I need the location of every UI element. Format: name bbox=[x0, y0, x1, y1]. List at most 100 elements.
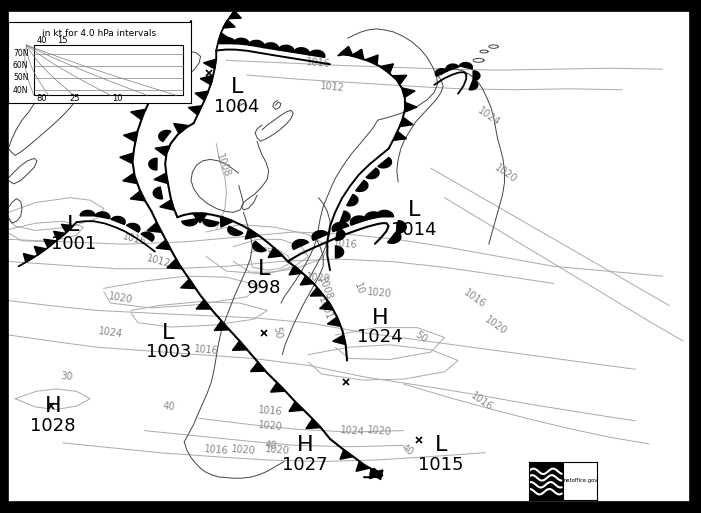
Text: 1008: 1008 bbox=[215, 152, 232, 179]
Text: 50: 50 bbox=[271, 326, 283, 340]
Polygon shape bbox=[306, 419, 321, 428]
Polygon shape bbox=[149, 158, 157, 170]
Polygon shape bbox=[130, 109, 145, 120]
Text: 10: 10 bbox=[111, 94, 122, 103]
Polygon shape bbox=[232, 341, 247, 350]
Text: 25: 25 bbox=[69, 94, 80, 103]
Text: 40: 40 bbox=[37, 35, 48, 45]
Polygon shape bbox=[80, 210, 95, 216]
Text: 10: 10 bbox=[353, 281, 366, 296]
Text: L: L bbox=[67, 214, 79, 234]
Polygon shape bbox=[347, 194, 358, 206]
Bar bbox=[529, 462, 563, 500]
Text: 80: 80 bbox=[37, 94, 48, 103]
Text: 1020: 1020 bbox=[258, 420, 283, 432]
Polygon shape bbox=[166, 49, 182, 59]
Polygon shape bbox=[120, 153, 133, 164]
Polygon shape bbox=[310, 287, 324, 296]
Polygon shape bbox=[293, 48, 309, 55]
Polygon shape bbox=[278, 45, 294, 52]
Polygon shape bbox=[123, 173, 137, 184]
Polygon shape bbox=[336, 246, 343, 258]
Polygon shape bbox=[292, 240, 308, 249]
Polygon shape bbox=[123, 131, 137, 142]
Text: 1016: 1016 bbox=[469, 390, 495, 412]
Polygon shape bbox=[370, 470, 383, 480]
Polygon shape bbox=[193, 213, 207, 223]
Text: 1027: 1027 bbox=[282, 456, 327, 474]
Polygon shape bbox=[174, 124, 189, 134]
Polygon shape bbox=[459, 63, 472, 69]
Text: 40N: 40N bbox=[13, 86, 29, 94]
Polygon shape bbox=[195, 91, 208, 101]
Polygon shape bbox=[366, 168, 379, 179]
Polygon shape bbox=[34, 246, 46, 255]
Polygon shape bbox=[393, 131, 407, 141]
Text: L: L bbox=[258, 259, 270, 279]
Polygon shape bbox=[61, 224, 74, 232]
Polygon shape bbox=[339, 46, 353, 56]
Text: 70N: 70N bbox=[13, 49, 29, 58]
Polygon shape bbox=[154, 187, 163, 199]
Polygon shape bbox=[263, 43, 279, 50]
Polygon shape bbox=[320, 301, 333, 310]
Polygon shape bbox=[356, 462, 369, 471]
Text: 1028: 1028 bbox=[30, 417, 76, 435]
Polygon shape bbox=[154, 173, 168, 184]
Polygon shape bbox=[271, 382, 285, 392]
Text: L: L bbox=[435, 436, 447, 456]
Text: 1024: 1024 bbox=[357, 328, 402, 346]
Polygon shape bbox=[221, 216, 233, 227]
Polygon shape bbox=[203, 219, 219, 226]
Polygon shape bbox=[200, 75, 213, 85]
Polygon shape bbox=[366, 55, 378, 65]
Polygon shape bbox=[189, 106, 202, 115]
Polygon shape bbox=[400, 117, 413, 127]
Text: H: H bbox=[44, 396, 61, 416]
Text: 1012: 1012 bbox=[145, 253, 172, 269]
Polygon shape bbox=[182, 219, 198, 226]
Text: in kt for 4.0 hPa intervals: in kt for 4.0 hPa intervals bbox=[43, 29, 156, 38]
Text: 1012: 1012 bbox=[320, 81, 345, 93]
Text: 1015: 1015 bbox=[418, 456, 464, 474]
Polygon shape bbox=[402, 88, 415, 97]
Text: 10: 10 bbox=[264, 247, 278, 262]
Polygon shape bbox=[327, 317, 341, 326]
Text: 1001: 1001 bbox=[50, 235, 96, 253]
Polygon shape bbox=[218, 33, 231, 42]
Polygon shape bbox=[141, 232, 154, 241]
Polygon shape bbox=[127, 224, 140, 232]
Text: 40: 40 bbox=[399, 443, 415, 458]
Text: 1020: 1020 bbox=[483, 314, 508, 337]
Text: 1016: 1016 bbox=[306, 57, 331, 69]
Text: 1020: 1020 bbox=[306, 272, 331, 285]
Polygon shape bbox=[155, 68, 170, 78]
Text: 60N: 60N bbox=[13, 61, 29, 70]
Text: 1016: 1016 bbox=[462, 287, 488, 309]
Polygon shape bbox=[141, 89, 156, 98]
Polygon shape bbox=[155, 146, 170, 156]
Text: 1001: 1001 bbox=[316, 295, 334, 321]
Polygon shape bbox=[340, 211, 350, 223]
Text: L: L bbox=[163, 323, 175, 343]
Polygon shape bbox=[223, 20, 235, 28]
Polygon shape bbox=[332, 222, 349, 231]
Polygon shape bbox=[95, 212, 110, 219]
Polygon shape bbox=[160, 200, 174, 210]
Polygon shape bbox=[233, 38, 250, 45]
Polygon shape bbox=[268, 248, 283, 258]
Text: 1024: 1024 bbox=[340, 425, 365, 437]
Text: metoffice.gov: metoffice.gov bbox=[562, 479, 598, 483]
Polygon shape bbox=[203, 59, 217, 69]
Text: 1016: 1016 bbox=[121, 231, 148, 247]
Polygon shape bbox=[156, 240, 171, 250]
Polygon shape bbox=[219, 38, 236, 44]
Polygon shape bbox=[215, 321, 229, 330]
Polygon shape bbox=[248, 41, 264, 48]
Text: 1020: 1020 bbox=[493, 162, 519, 184]
Text: 1020: 1020 bbox=[367, 425, 393, 437]
Polygon shape bbox=[336, 229, 345, 240]
Polygon shape bbox=[308, 50, 325, 57]
Text: L: L bbox=[231, 77, 243, 97]
Polygon shape bbox=[167, 259, 182, 269]
